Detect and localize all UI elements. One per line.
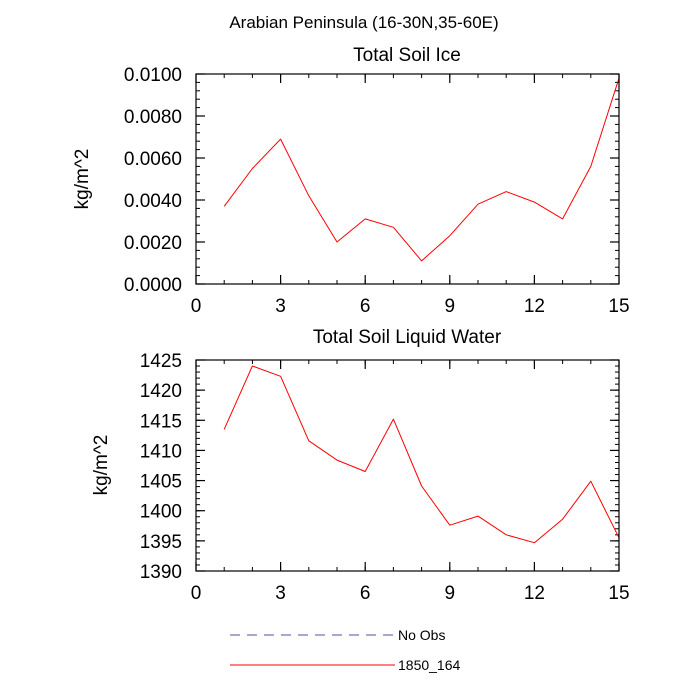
- x-tick-label: 15: [608, 296, 629, 317]
- panel-title: Total Soil Liquid Water: [313, 327, 502, 348]
- y-tick-label: 0.0020: [124, 233, 182, 254]
- panel-total-soil-ice: Total Soil Ice kg/m^2 0 3 6 9 12 15 0.0000 0.00…: [72, 45, 630, 317]
- x-tick-label: 0: [191, 583, 202, 604]
- y-tick-label: 0.0060: [124, 149, 182, 170]
- panel-title: Total Soil Ice: [353, 45, 461, 66]
- panel-total-soil-liquid-water: Total Soil Liquid Water kg/m^2 0 3 6 9 12 15 1…: [91, 327, 630, 604]
- x-tick-label: 9: [445, 583, 456, 604]
- plot-area: 0 3 6 9 12 15 0.0000 0.0020 0.0040 0.0060 0.0080 0.…: [124, 65, 630, 317]
- y-axis-label: kg/m^2: [72, 149, 93, 210]
- x-tick-label: 12: [524, 583, 545, 604]
- x-tick-label: 3: [275, 583, 286, 604]
- x-tick-label: 6: [360, 583, 371, 604]
- y-tick-label: 0.0080: [124, 107, 182, 128]
- y-tick-label: 1395: [140, 532, 182, 553]
- y-tick-label: 0.0100: [124, 65, 182, 86]
- plot-frame: [195, 359, 620, 572]
- y-tick-label: 1415: [140, 411, 182, 432]
- x-tick-label: 0: [191, 296, 202, 317]
- figure-suptitle: Arabian Peninsula (16-30N,35-60E): [229, 13, 498, 32]
- y-tick-label: 1425: [140, 351, 182, 372]
- y-tick-label: 1420: [140, 381, 182, 402]
- y-tick-label: 0.0000: [124, 275, 182, 296]
- y-tick-label: 1405: [140, 472, 182, 493]
- y-axis-label: kg/m^2: [91, 435, 112, 496]
- legend-label: No Obs: [398, 627, 445, 643]
- plot-frame: [195, 73, 620, 285]
- legend-label: 1850_164: [398, 657, 461, 673]
- x-tick-label: 15: [608, 583, 629, 604]
- plot-area: 0 3 6 9 12 15 1390 1395 1400 1405 1410 1415 1420 1425: [140, 351, 630, 604]
- x-tick-label: 6: [360, 296, 371, 317]
- legend-entry-no-obs: No Obs: [230, 627, 445, 643]
- y-tick-label: 1410: [140, 441, 182, 462]
- legend-entry-1850-164: 1850_164: [230, 657, 461, 673]
- series-line: [223, 365, 620, 544]
- x-tick-label: 12: [524, 296, 545, 317]
- y-tick-label: 0.0040: [124, 191, 182, 212]
- x-tick-label: 3: [275, 296, 286, 317]
- y-tick-label: 1400: [140, 502, 182, 523]
- x-tick-label: 9: [445, 296, 456, 317]
- y-tick-label: 1390: [140, 562, 182, 583]
- legend: No Obs 1850_164: [230, 627, 461, 673]
- series-line: [223, 78, 620, 262]
